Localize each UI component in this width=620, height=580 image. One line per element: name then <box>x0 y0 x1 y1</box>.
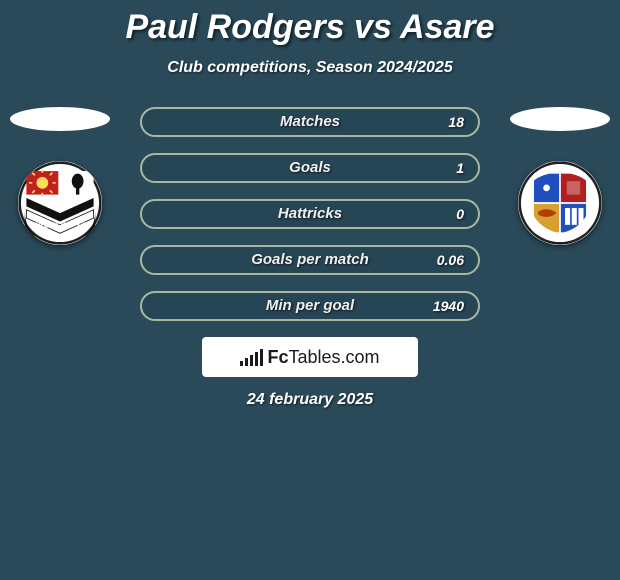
stats-rows: Matches 18 Goals 1 Hattricks 0 Goals per… <box>140 107 480 321</box>
stat-value: 0.06 <box>437 247 464 273</box>
stat-value: 1940 <box>433 293 464 319</box>
page-title: Paul Rodgers vs Asare <box>0 8 620 47</box>
svg-text:BROMLEY · FC: BROMLEY · FC <box>33 220 88 229</box>
stat-label: Min per goal <box>142 293 478 319</box>
club-crest-left: BROMLEY · FC <box>18 161 102 245</box>
halo-left <box>10 107 110 131</box>
stat-value: 1 <box>456 155 464 181</box>
stat-label: Matches <box>142 109 478 135</box>
brand-text-suffix: Tables.com <box>288 347 379 367</box>
stat-label: Hattricks <box>142 201 478 227</box>
stat-label: Goals per match <box>142 247 478 273</box>
stat-value: 0 <box>456 201 464 227</box>
brand-text: FcTables.com <box>267 347 379 368</box>
content-area: BROMLEY · FC <box>0 107 620 409</box>
club-crest-right <box>518 161 602 245</box>
stat-row: Matches 18 <box>140 107 480 137</box>
stat-row: Hattricks 0 <box>140 199 480 229</box>
infographic-root: Paul Rodgers vs Asare Club competitions,… <box>0 0 620 409</box>
date-text: 24 february 2025 <box>0 391 620 409</box>
opponent-crest-icon <box>518 161 602 245</box>
halo-right <box>510 107 610 131</box>
stat-label: Goals <box>142 155 478 181</box>
page-subtitle: Club competitions, Season 2024/2025 <box>0 59 620 77</box>
stat-row: Goals 1 <box>140 153 480 183</box>
stat-value: 18 <box>448 109 464 135</box>
stat-row: Min per goal 1940 <box>140 291 480 321</box>
brand-badge: FcTables.com <box>202 337 418 377</box>
stat-row: Goals per match 0.06 <box>140 245 480 275</box>
brand-bars-icon <box>240 348 263 366</box>
bromley-fc-crest-icon: BROMLEY · FC <box>18 161 102 245</box>
brand-text-prefix: Fc <box>267 347 288 367</box>
